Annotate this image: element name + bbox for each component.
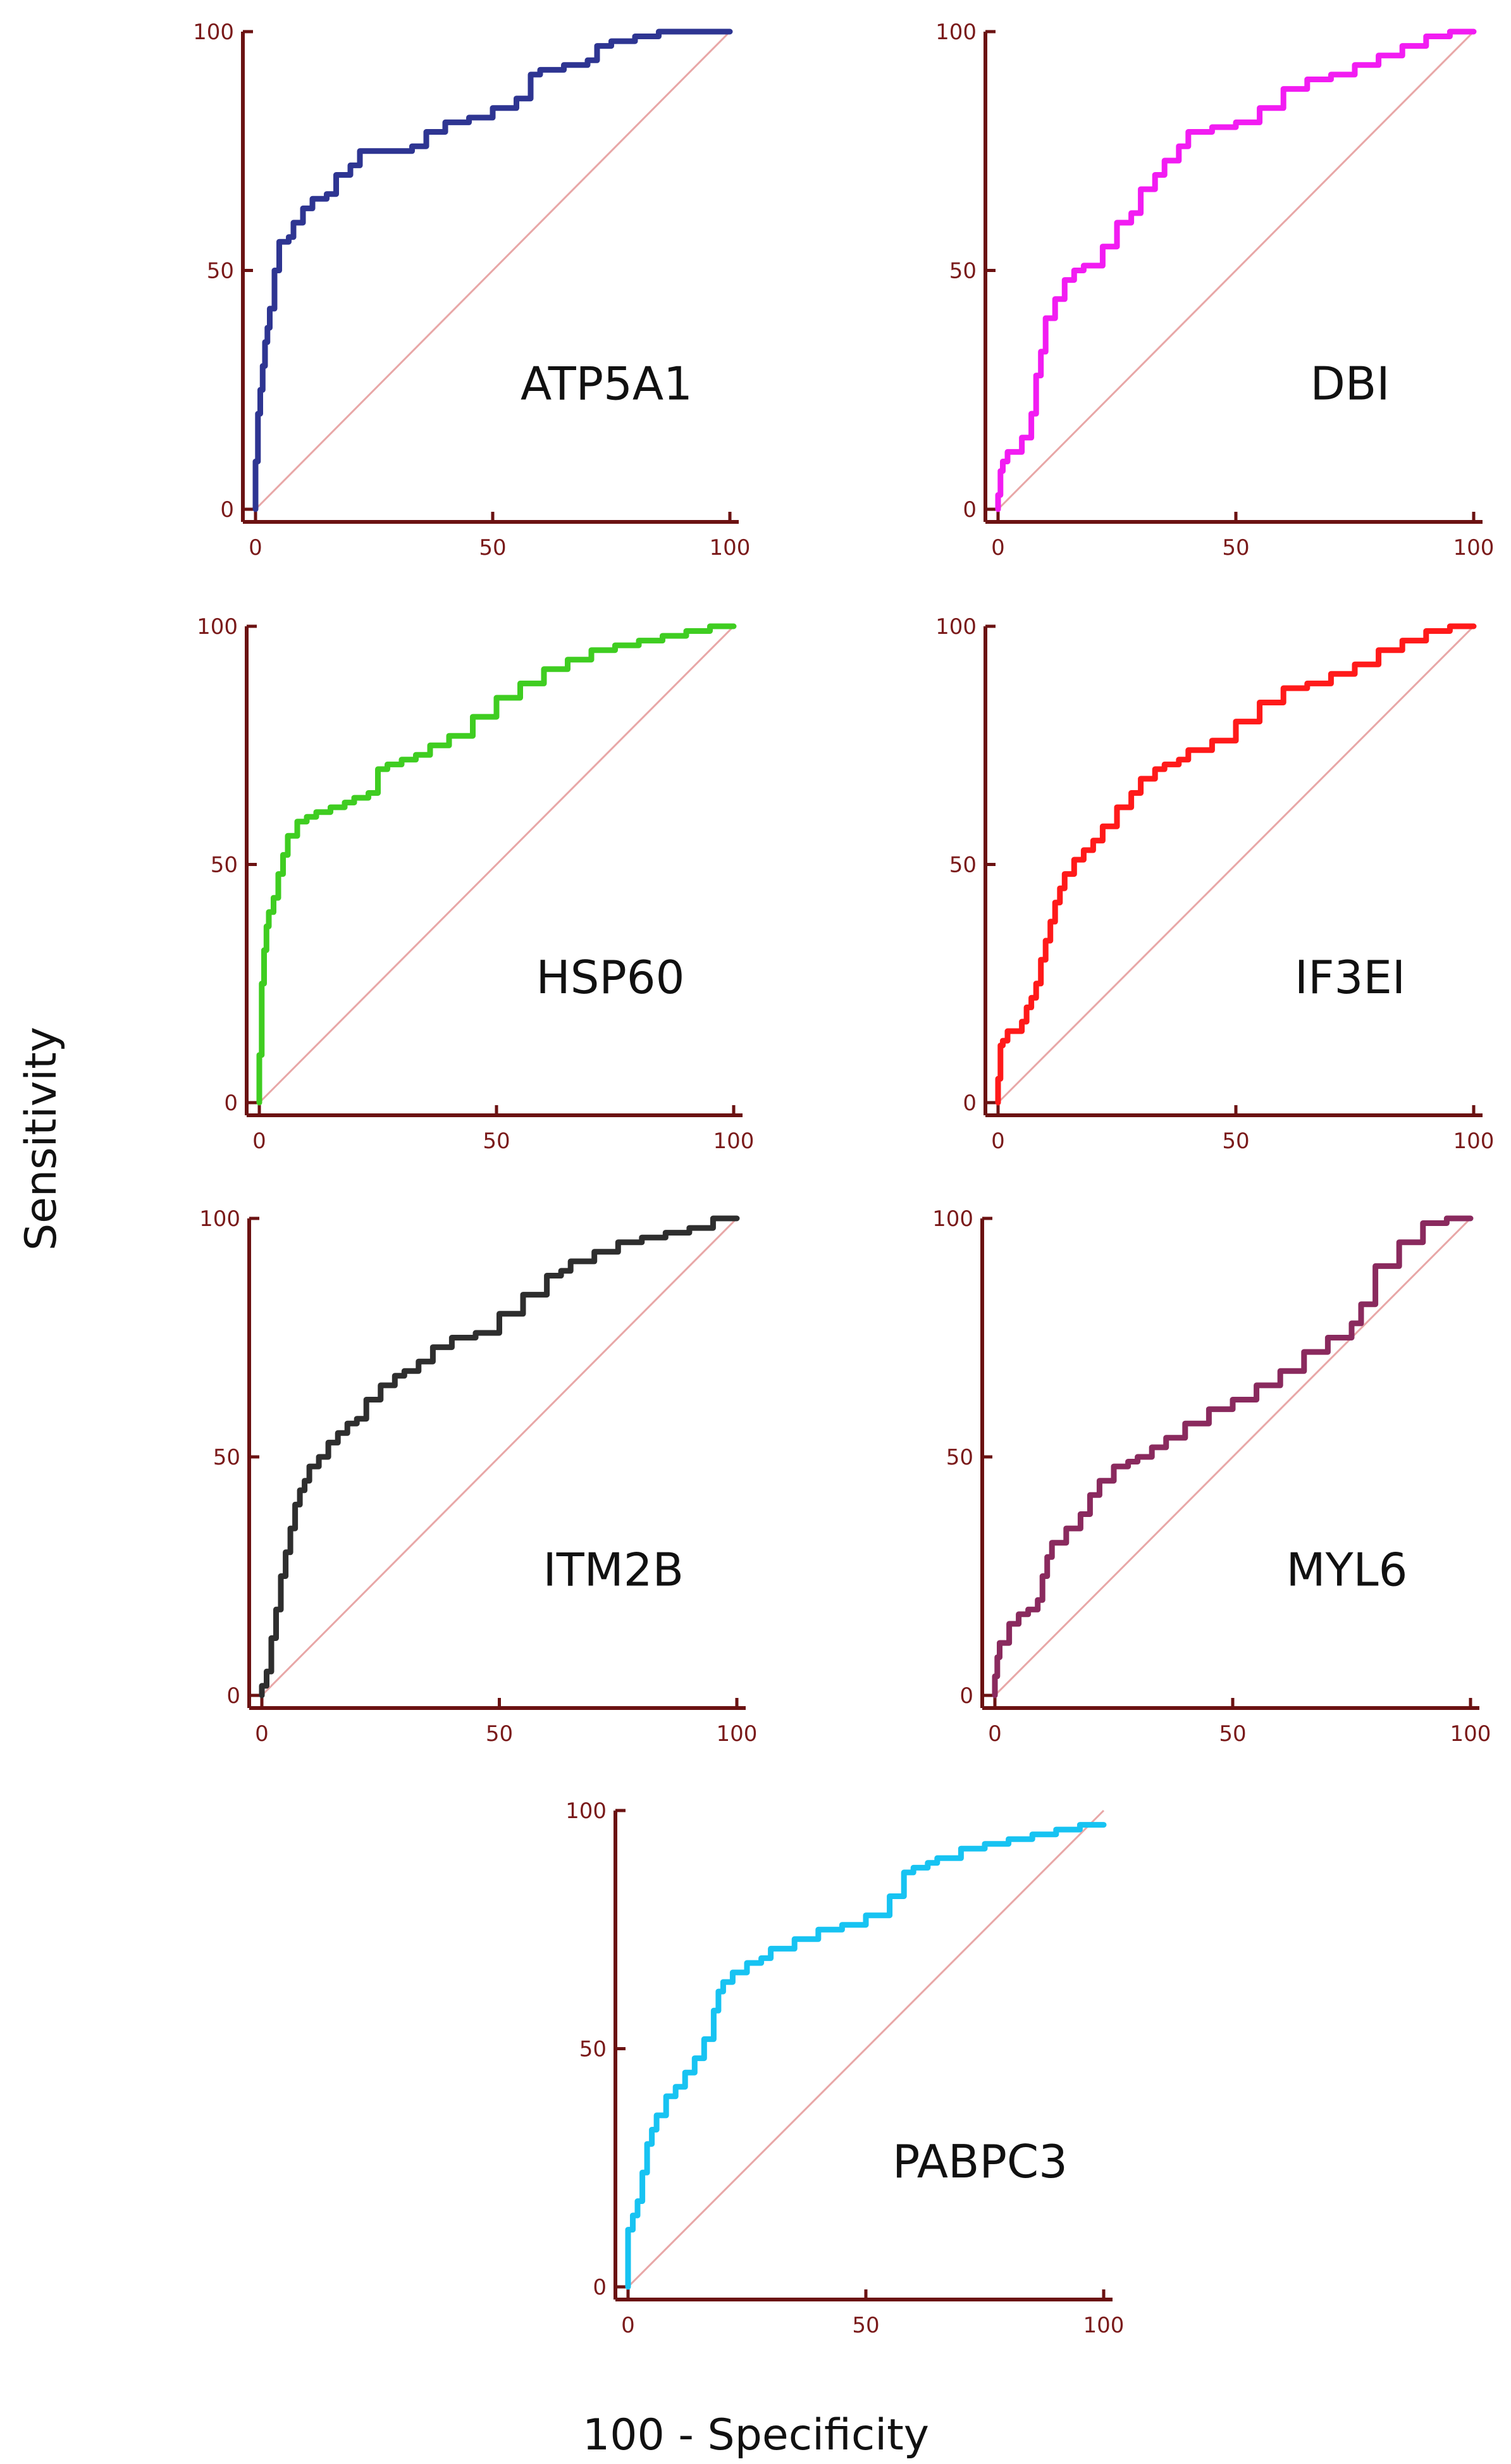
y-tick-label: 100: [565, 1798, 607, 1824]
x-tick-label: 0: [991, 535, 1005, 560]
x-tick-label: 50: [1219, 1721, 1246, 1747]
panel-label: PABPC3: [892, 2135, 1068, 2188]
x-tick-label: 100: [1453, 535, 1495, 560]
reference-diagonal: [261, 1217, 738, 1697]
roc-curve-myl6: [992, 1215, 1474, 1699]
x-axis-title: 100 - Specificity: [583, 2410, 929, 2460]
reference-diagonal: [258, 625, 735, 1104]
panel-label: ITM2B: [543, 1544, 684, 1597]
roc-curve-hsp60: [256, 623, 737, 1106]
y-tick-label: 50: [949, 853, 977, 878]
y-tick-label: 0: [963, 497, 977, 523]
x-tick-label: 0: [621, 2313, 635, 2338]
y-tick-label: 50: [946, 1445, 973, 1470]
roc-panel-if3ei: 0 50 100 0 50 100 IF3EI: [935, 614, 1494, 1154]
x-tick-label: 100: [710, 535, 751, 560]
y-tick-label: 0: [220, 497, 234, 523]
y-tick-label: 0: [224, 1091, 238, 1116]
x-tick-label: 50: [486, 1721, 513, 1747]
roc-panel-pabpc3: 0 50 100 0 50 100 PABPC3: [565, 1798, 1124, 2338]
panel-label: HSP60: [536, 951, 685, 1004]
x-tick-label: 50: [1222, 1129, 1249, 1154]
roc-panel-hsp60: 0 50 100 0 50 100 HSP60: [197, 614, 754, 1154]
reference-diagonal: [254, 30, 731, 511]
y-tick-label: 0: [226, 1683, 240, 1709]
y-tick-label: 50: [579, 2037, 607, 2062]
x-tick-label: 50: [479, 535, 506, 560]
reference-diagonal: [997, 30, 1475, 511]
panel-label: MYL6: [1286, 1544, 1407, 1597]
panel-label: IF3EI: [1295, 951, 1405, 1004]
roc-panel-dbi: 0 50 100 0 50 100 DBI: [935, 20, 1494, 560]
roc-panel-atp5a1: 0 50 100 0 50 100 ATP5A1: [193, 20, 750, 560]
y-tick-label: 50: [213, 1445, 240, 1470]
roc-panel-myl6: 0 50 100 0 50 100 MYL6: [932, 1206, 1491, 1747]
x-tick-label: 100: [1453, 1129, 1495, 1154]
x-tick-label: 100: [717, 1721, 758, 1747]
x-tick-label: 50: [483, 1129, 510, 1154]
y-tick-label: 50: [211, 853, 238, 878]
x-tick-label: 50: [852, 2313, 879, 2338]
y-tick-label: 100: [935, 20, 977, 45]
y-tick-label: 100: [935, 614, 977, 640]
x-tick-label: 0: [249, 535, 262, 560]
y-tick-label: 100: [932, 1206, 973, 1232]
reference-diagonal: [627, 1809, 1105, 2288]
y-tick-label: 50: [207, 259, 234, 284]
x-tick-label: 0: [988, 1721, 1002, 1747]
roc-curve-atp5a1: [252, 28, 733, 512]
panel-label: ATP5A1: [521, 357, 693, 410]
x-tick-label: 0: [252, 1129, 266, 1154]
x-tick-label: 100: [713, 1129, 755, 1154]
y-axis-title: Sensitivity: [16, 1027, 66, 1251]
y-tick-label: 100: [199, 1206, 240, 1232]
y-tick-label: 0: [593, 2275, 607, 2300]
x-tick-label: 0: [991, 1129, 1005, 1154]
roc-curve-dbi: [995, 28, 1477, 512]
reference-diagonal: [997, 625, 1475, 1104]
x-tick-label: 0: [255, 1721, 269, 1747]
roc-curve-itm2b: [259, 1215, 740, 1699]
y-tick-label: 0: [959, 1683, 973, 1709]
reference-diagonal: [994, 1217, 1472, 1697]
roc-panel-itm2b: 0 50 100 0 50 100 ITM2B: [199, 1206, 757, 1747]
y-tick-label: 50: [949, 259, 977, 284]
y-tick-label: 100: [193, 20, 234, 45]
y-tick-label: 100: [197, 614, 238, 640]
x-tick-label: 50: [1222, 535, 1249, 560]
x-tick-label: 100: [1450, 1721, 1491, 1747]
roc-curve-if3ei: [995, 623, 1477, 1106]
y-tick-label: 0: [963, 1091, 977, 1116]
panel-label: DBI: [1310, 357, 1390, 410]
x-tick-label: 100: [1083, 2313, 1125, 2338]
roc-curve-pabpc3: [625, 1822, 1107, 2290]
